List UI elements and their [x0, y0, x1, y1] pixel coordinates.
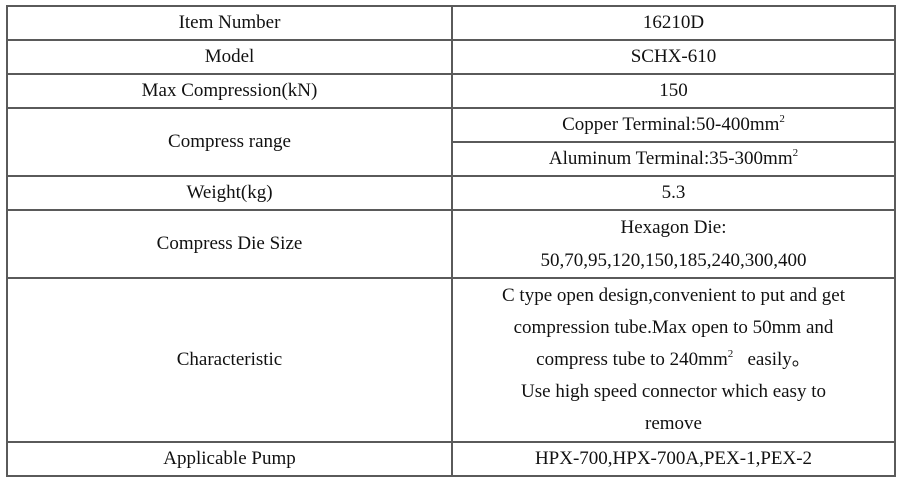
- char-line-4: Use high speed connector which easy to: [521, 381, 826, 402]
- char-line-5: remove: [645, 413, 702, 434]
- value-max-compression: 150: [451, 73, 896, 109]
- row-max-compression: Max Compression(kN) 150: [6, 73, 896, 109]
- aluminum-text: Aluminum Terminal:35-300mm: [548, 148, 793, 169]
- row-item-number: Item Number 16210D: [6, 5, 896, 41]
- char-line-2: compression tube.Max open to 50mm and: [513, 317, 834, 338]
- spec-table: Item Number 16210D Model SCHX-610 Max Co…: [6, 5, 896, 477]
- value-die-size: Hexagon Die: 50,70,95,120,150,185,240,30…: [451, 209, 896, 279]
- label-model: Model: [6, 39, 453, 75]
- row-compress-range-2: Aluminum Terminal:35-300mm2: [7, 141, 896, 177]
- label-item-number: Item Number: [6, 5, 453, 41]
- superscript: 2: [792, 147, 799, 159]
- value-copper-terminal: Copper Terminal:50-400mm2: [451, 107, 896, 143]
- row-weight: Weight(kg) 5.3: [6, 175, 896, 211]
- value-weight: 5.3: [451, 175, 896, 211]
- row-model: Model SCHX-610: [6, 39, 896, 75]
- row-pump: Applicable Pump HPX-700,HPX-700A,PEX-1,P…: [6, 441, 896, 477]
- char-line-3b: easily。: [733, 349, 811, 370]
- superscript: 2: [779, 113, 785, 125]
- value-characteristic: C type open design,convenient to put and…: [451, 277, 896, 443]
- char-line-3: compress tube to 240mm2 easily。: [453, 344, 894, 376]
- label-weight: Weight(kg): [6, 175, 453, 211]
- value-item-number: 16210D: [451, 5, 896, 41]
- copper-text: Copper Terminal:50-400mm: [562, 114, 780, 135]
- label-characteristic: Characteristic: [6, 277, 453, 443]
- value-pump: HPX-700,HPX-700A,PEX-1,PEX-2: [451, 441, 896, 477]
- label-compress-range: Compress range: [6, 107, 453, 177]
- char-line-3a: compress tube to 240mm: [536, 349, 728, 370]
- label-pump: Applicable Pump: [6, 441, 453, 477]
- row-compress-range: Compress range Copper Terminal:50-400mm2: [6, 107, 896, 177]
- row-characteristic: Characteristic C type open design,conven…: [6, 277, 896, 443]
- row-die-size: Compress Die Size Hexagon Die: 50,70,95,…: [6, 209, 896, 279]
- char-line-1: C type open design,convenient to put and…: [502, 285, 845, 306]
- label-die-size: Compress Die Size: [6, 209, 453, 279]
- die-line-2: 50,70,95,120,150,185,240,300,400: [540, 250, 807, 271]
- superscript: 2: [727, 348, 734, 360]
- label-max-compression: Max Compression(kN): [6, 73, 453, 109]
- value-aluminum-terminal: Aluminum Terminal:35-300mm2: [451, 141, 896, 177]
- die-line-1: Hexagon Die:: [620, 217, 727, 238]
- value-model: SCHX-610: [451, 39, 896, 75]
